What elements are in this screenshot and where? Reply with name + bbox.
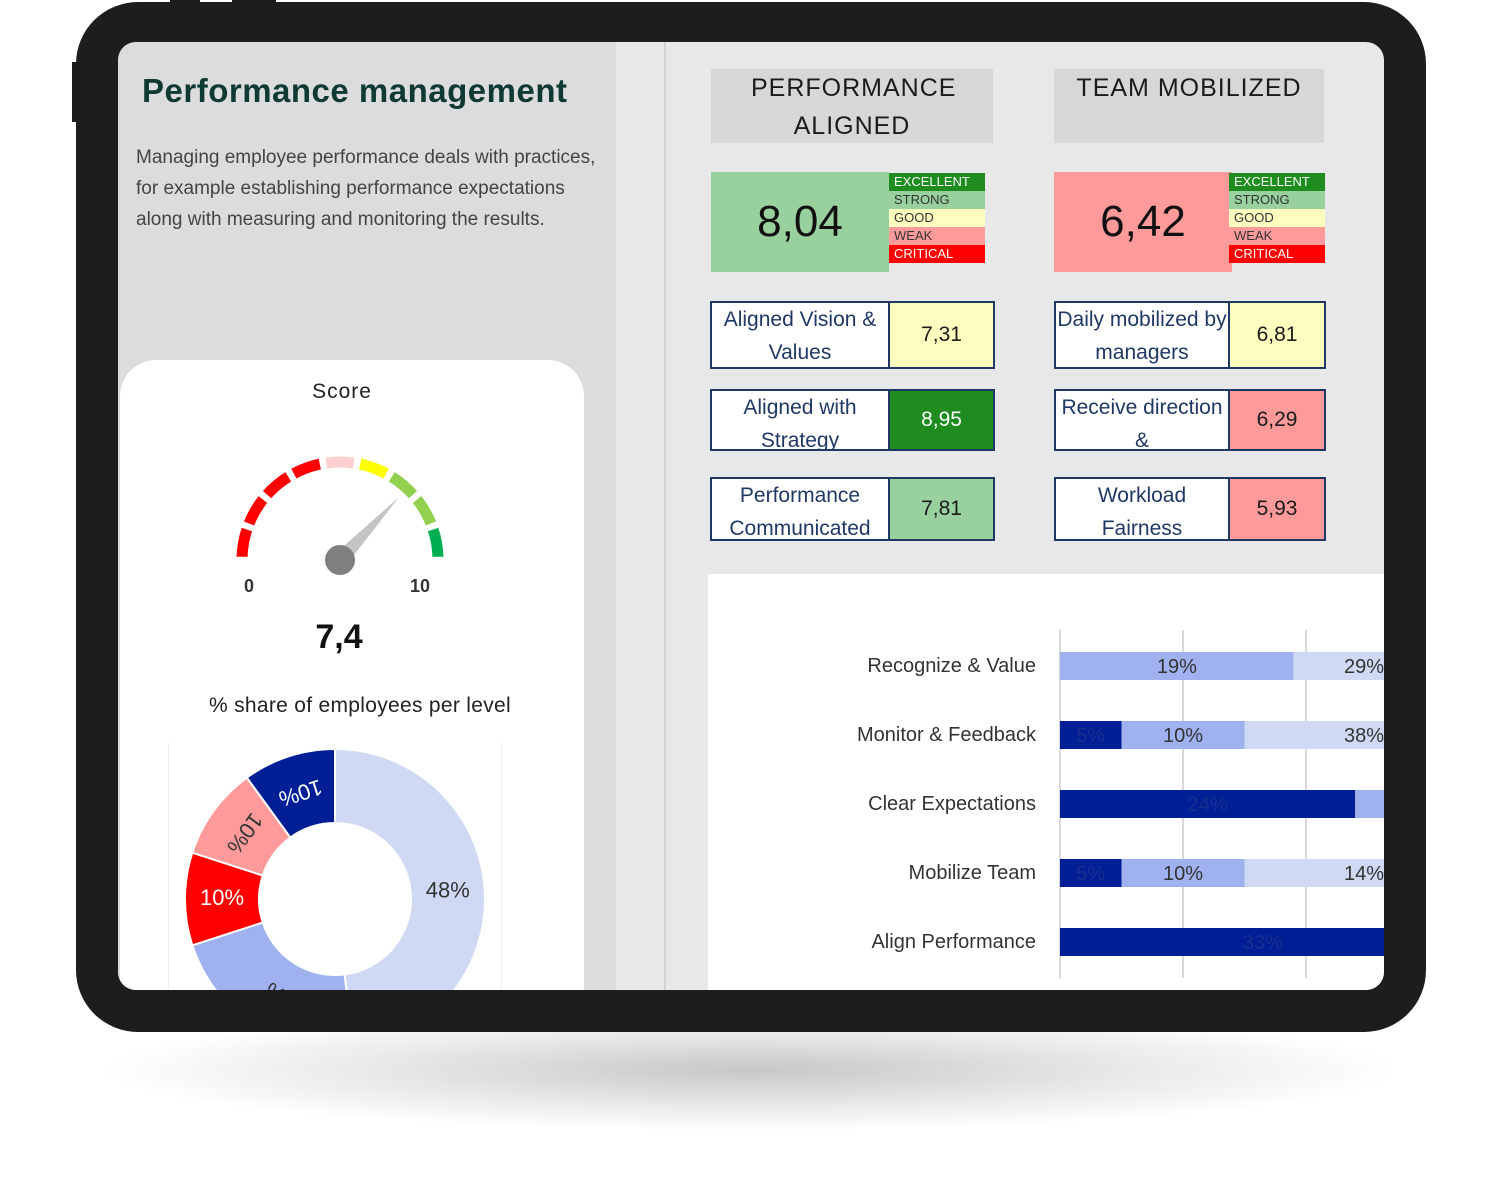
team-mobilized-header-text: TEAM MOBILIZED — [1076, 74, 1302, 102]
performance-aligned-header: PERFORMANCE ALIGNED — [711, 69, 993, 143]
chart-bar-segment — [1060, 721, 1122, 749]
metric-receive-direction-label: Receive direction & — [1054, 389, 1230, 451]
chart-bar-segment — [1244, 859, 1384, 887]
donut-slice-label: 10% — [200, 885, 244, 910]
gauge-hub — [325, 545, 355, 575]
stacked-bar-chart: Recognize & Value0%19%29%Monitor & Feedb… — [857, 630, 1384, 978]
chart-bar-segment — [1060, 859, 1122, 887]
tablet-button — [170, 0, 200, 6]
team-mobilized-header: TEAM MOBILIZED — [1054, 69, 1324, 143]
chart-bar-segment — [1121, 859, 1245, 887]
page-title: Performance management — [142, 72, 568, 109]
legend-level-critical: CRITICAL — [1229, 245, 1325, 263]
chart-bar-segment — [1060, 652, 1294, 680]
chart-category-label: Monitor & Feedback — [857, 724, 1037, 746]
donut-slice — [334, 747, 486, 990]
legend-level-excellent: EXCELLENT — [889, 173, 985, 191]
legend-level-excellent: EXCELLENT — [1229, 173, 1325, 191]
gauge-segment — [411, 494, 438, 527]
chart-data-label: 5% — [1076, 863, 1105, 885]
performance-aligned-header-text: PERFORMANCE ALIGNED — [751, 74, 957, 140]
chart-data-label: 33% — [1243, 932, 1283, 954]
page-description: Managing employee performance deals with… — [136, 147, 596, 230]
metric-performance-communicated-value: 7,81 — [890, 477, 995, 541]
metric-daily-mobilized-value: 6,81 — [1230, 301, 1326, 369]
chart-data-label: 10% — [1163, 863, 1203, 885]
gauge-segment — [242, 494, 269, 527]
legend-level-strong: STRONG — [889, 191, 985, 209]
metric-aligned-strategy-label: Aligned with Strategy — [710, 389, 890, 451]
score-value: 7,4 — [315, 618, 363, 656]
panel-divider — [664, 42, 666, 990]
metric-workload-fairness-label: Workload Fairness — [1054, 477, 1230, 541]
chart-data-label: 5% — [1076, 725, 1105, 747]
chart-bar-segment — [1293, 652, 1384, 680]
chart-category-label: Mobilize Team — [909, 862, 1036, 884]
legend-level-weak: WEAK — [889, 227, 985, 245]
legend-level-weak: WEAK — [1229, 227, 1325, 245]
team-level-legend: EXCELLENT STRONG GOOD WEAK CRITICAL — [1229, 173, 1325, 263]
gauge-segment — [261, 470, 293, 500]
donut-slice — [191, 921, 348, 990]
donut-title: % share of employees per level — [209, 694, 511, 717]
metric-aligned-strategy-value: 8,95 — [890, 389, 995, 451]
performance-aligned-score: 8,04 — [711, 172, 889, 272]
tablet-side-button — [72, 62, 78, 122]
legend-level-strong: STRONG — [1229, 191, 1325, 209]
gauge-segment — [289, 457, 323, 480]
legend-level-good: GOOD — [1229, 209, 1325, 227]
dashboard-screen: Performance management Managing employee… — [118, 42, 1384, 990]
left-panel: Performance management Managing employee… — [118, 42, 616, 990]
metric-workload-fairness-value: 5,93 — [1230, 477, 1326, 541]
score-gauge — [235, 455, 445, 575]
chart-data-label: 24% — [1188, 794, 1228, 816]
legend-level-critical: CRITICAL — [889, 245, 985, 263]
score-card: Score 0 10 7,4 % share of employees per … — [120, 360, 584, 990]
chart-bar-segment — [1355, 790, 1384, 818]
chart-bar-segment — [1121, 721, 1245, 749]
chart-category-label: Clear Expectations — [868, 793, 1036, 815]
donut-slice — [245, 747, 336, 839]
performance-level-legend: EXCELLENT STRONG GOOD WEAK CRITICAL — [889, 173, 985, 263]
gauge-segment — [235, 526, 254, 558]
gauge-segment — [357, 457, 391, 480]
metric-performance-communicated-label: Performance Communicated — [710, 477, 890, 541]
metric-daily-mobilized-label: Daily mobilized by managers — [1054, 301, 1230, 369]
legend-level-good: GOOD — [889, 209, 985, 227]
metric-receive-direction-value: 6,29 — [1230, 389, 1326, 451]
chart-data-label: 29% — [1344, 656, 1384, 678]
chart-data-label: 38% — [1344, 725, 1384, 747]
chart-data-label: 19% — [1157, 656, 1197, 678]
gauge-segment — [426, 526, 445, 558]
donut-slice-label: 48% — [426, 878, 470, 903]
chart-data-label: 10% — [1163, 725, 1203, 747]
tablet-button — [232, 0, 276, 6]
gauge-min-label: 0 — [244, 576, 255, 596]
chart-data-label: 14% — [1344, 863, 1384, 885]
gauge-max-label: 10 — [410, 576, 431, 596]
gauge-segment — [324, 455, 356, 470]
chart-bar-segment — [1060, 928, 1384, 956]
gauge-segment — [387, 470, 419, 500]
chart-category-label: Align Performance — [871, 931, 1036, 953]
donut-chart-box: 48%%10%10%10% — [168, 743, 502, 990]
metric-aligned-vision-value: 7,31 — [890, 301, 995, 369]
chart-bar-segment — [1060, 790, 1356, 818]
team-mobilized-score: 6,42 — [1054, 172, 1232, 272]
gauge-title: Score — [312, 380, 372, 403]
chart-category-label: Recognize & Value — [867, 655, 1036, 677]
gauge-needle — [334, 497, 399, 566]
donut-chart: 48%%10%10%10% — [184, 747, 486, 990]
metric-aligned-vision-label: Aligned Vision & Values — [710, 301, 890, 369]
stacked-bar-chart-area: Recognize & Value0%19%29%Monitor & Feedb… — [708, 574, 1384, 990]
chart-bar-segment — [1244, 721, 1384, 749]
